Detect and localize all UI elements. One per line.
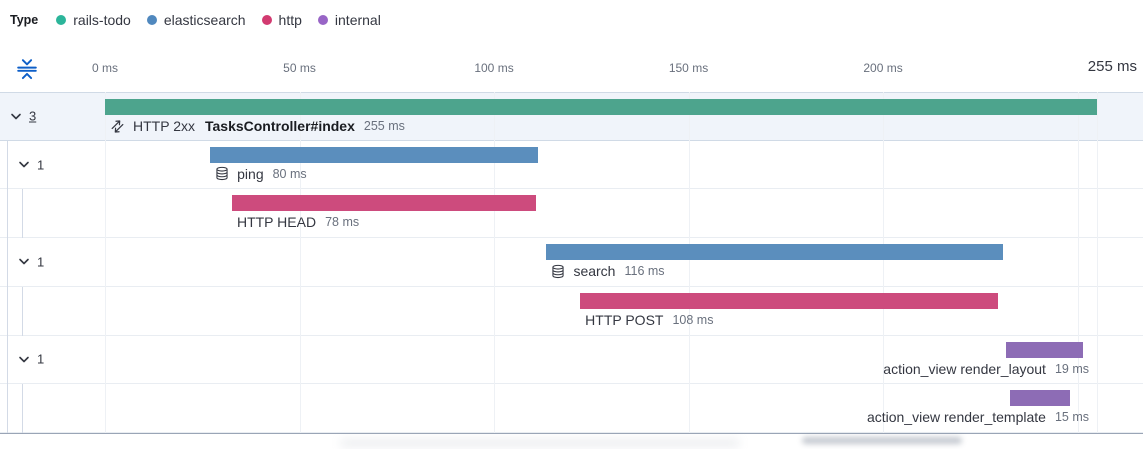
axis-tick-label: 50 ms (283, 61, 316, 75)
span-bar-span-render-layout[interactable] (1005, 341, 1084, 358)
span-name: search (573, 263, 616, 280)
row-track: ping 80 ms (105, 141, 1097, 189)
child-count: 3 (29, 108, 37, 124)
child-count: 1 (37, 351, 45, 367)
span-name: HTTP POST (585, 311, 664, 328)
span-name: HTTP HEAD (236, 214, 317, 231)
span-bar-span-search[interactable] (546, 244, 1003, 261)
span-duration: 255 ms (363, 119, 405, 133)
chevron-down-icon (10, 110, 22, 122)
span-label[interactable]: HTTP 2xx TasksController#index 255 ms (110, 118, 405, 134)
span-duration: 116 ms (624, 264, 665, 279)
waterfall-row-span-http-head[interactable]: HTTP HEAD 78 ms (0, 189, 1143, 239)
span-bar-span-http-head[interactable] (231, 195, 536, 212)
accordion-toggle[interactable]: 3 (10, 109, 36, 124)
timeline-axis: 0 ms 50 ms 100 ms 150 ms 200 ms 255 ms (0, 48, 1143, 92)
database-icon (215, 166, 229, 181)
row-track: action_view render_template 15 ms (105, 384, 1097, 432)
span-bar-transaction[interactable] (105, 99, 1097, 115)
axis-tick-label: 200 ms (863, 61, 903, 75)
axis-tick-label: 0 ms (91, 61, 119, 75)
row-track: search 116 ms (105, 238, 1097, 286)
waterfall-row-span-http-post[interactable]: HTTP POST 108 ms (0, 287, 1143, 336)
axis-tick-label: 150 ms (668, 61, 709, 75)
chart-legend: Type rails-todo elasticsearch http internal (10, 10, 397, 30)
waterfall-row-span-search[interactable]: 1 search 116 ms (0, 238, 1143, 287)
legend-item-internal[interactable]: internal (317, 12, 381, 28)
span-label[interactable]: HTTP HEAD 78 ms (237, 214, 359, 230)
span-duration: 78 ms (325, 215, 360, 230)
axis-end-label: 255 ms (1087, 58, 1137, 75)
span-name: ping (237, 165, 264, 182)
span-name: action_view render_layout (883, 360, 1046, 377)
span-bar-span-http-post[interactable] (580, 292, 998, 309)
span-label[interactable]: search 116 ms (551, 263, 665, 280)
span-name: TasksController#index (204, 118, 355, 134)
span-bar-span-ping[interactable] (210, 146, 538, 163)
waterfall-row-span-render-template[interactable]: action_view render_template 15 ms (0, 384, 1143, 433)
database-icon (551, 264, 565, 279)
legend-dot (146, 15, 157, 25)
merge-icon (110, 119, 125, 134)
legend-item-label: elasticsearch (163, 12, 246, 28)
child-count: 1 (37, 157, 45, 173)
span-result: HTTP 2xx (133, 118, 195, 134)
child-count: 1 (37, 254, 45, 270)
legend-item-label: http (278, 12, 302, 28)
chevron-down-icon (18, 256, 30, 268)
span-label[interactable]: action_view render_layout 19 ms (883, 361, 1089, 377)
legend-item-label: rails-todo (73, 12, 131, 28)
scroll-shadow (340, 440, 740, 446)
span-duration: 19 ms (1054, 361, 1089, 376)
span-duration: 15 ms (1054, 410, 1089, 425)
collapse-all-button[interactable] (14, 57, 40, 83)
waterfall: 3 HTTP 2xx TasksController#index 255 ms 1 pin… (0, 92, 1143, 434)
legend-dot (317, 15, 328, 25)
legend-item-rails-todo[interactable]: rails-todo (56, 12, 131, 28)
row-track: action_view render_layout 19 ms (105, 336, 1097, 384)
span-bar-span-render-template[interactable] (1009, 390, 1071, 407)
row-track: HTTP 2xx TasksController#index 255 ms (105, 93, 1097, 140)
span-label[interactable]: HTTP POST 108 ms (585, 312, 713, 328)
legend-item-http[interactable]: http (261, 12, 302, 28)
chevron-down-icon (18, 353, 30, 365)
row-track: HTTP HEAD 78 ms (105, 189, 1097, 237)
span-label[interactable]: ping 80 ms (215, 166, 307, 182)
chevron-down-icon (18, 159, 30, 171)
span-label[interactable]: action_view render_template 15 ms (867, 409, 1089, 425)
legend-items: rails-todo elasticsearch http internal (56, 12, 397, 28)
legend-dot (56, 15, 67, 25)
accordion-toggle[interactable]: 1 (18, 254, 44, 269)
row-track: HTTP POST 108 ms (105, 287, 1097, 335)
fold-icon (16, 57, 38, 84)
legend-title: Type (10, 13, 39, 27)
axis-tick-label: 100 ms (474, 61, 514, 75)
span-duration: 80 ms (272, 166, 307, 181)
legend-dot (261, 15, 272, 25)
span-name: action_view render_template (866, 409, 1046, 426)
waterfall-row-span-render-layout[interactable]: 1 action_view render_layout 19 ms (0, 336, 1143, 385)
accordion-toggle[interactable]: 1 (18, 157, 44, 172)
legend-item-label: internal (334, 12, 381, 28)
span-duration: 108 ms (672, 312, 714, 327)
accordion-toggle[interactable]: 1 (18, 352, 44, 367)
waterfall-row-span-ping[interactable]: 1 ping 80 ms (0, 141, 1143, 190)
legend-item-elasticsearch[interactable]: elasticsearch (146, 12, 246, 28)
scroll-shadow (802, 437, 962, 444)
waterfall-row-transaction[interactable]: 3 HTTP 2xx TasksController#index 255 ms (0, 92, 1143, 141)
